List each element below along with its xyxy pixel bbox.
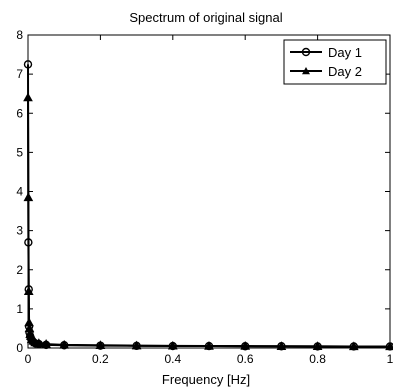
y-tick-label: 7 — [16, 67, 23, 81]
y-tick-label: 8 — [16, 28, 23, 42]
plot-background — [28, 35, 390, 348]
legend-item-2: Day 2 — [290, 64, 362, 79]
legend-item-1: Day 1 — [290, 45, 362, 60]
x-tick-label: 0.8 — [309, 352, 326, 366]
y-tick-label: 3 — [16, 224, 23, 238]
x-tick-label: 0.6 — [237, 352, 254, 366]
x-axis-label: Frequency [Hz] — [162, 372, 250, 387]
y-tick-label: 2 — [16, 263, 23, 277]
y-tick-label: 6 — [16, 106, 23, 120]
legend-box — [283, 39, 387, 85]
y-tick-label: 4 — [16, 185, 23, 199]
data-point — [131, 340, 142, 350]
legend-label: Day 2 — [328, 64, 362, 79]
data-point — [41, 339, 51, 348]
data-point — [23, 286, 34, 295]
x-tick-label: 0 — [25, 352, 32, 366]
data-point — [204, 341, 214, 350]
legend-triangle-marker — [302, 67, 310, 75]
plot-area — [28, 35, 390, 348]
legend-label: Day 1 — [328, 45, 362, 60]
chart-title: Spectrum of original signal — [129, 10, 282, 25]
y-tick-label: 1 — [16, 302, 23, 316]
x-axis-ticks: 0 0.2 0.4 0.6 0.8 1 — [25, 35, 393, 366]
x-tick-label: 1 — [387, 352, 393, 366]
legend-circle-marker — [301, 47, 311, 57]
x-tick-label: 0.4 — [164, 352, 181, 366]
y-axis-ticks: 0 1 2 3 4 5 6 7 8 — [16, 28, 390, 355]
y-tick-label: 5 — [16, 145, 23, 159]
x-tick-label: 0.2 — [92, 352, 109, 366]
data-point — [34, 338, 44, 348]
y-tick-label: 0 — [16, 341, 23, 355]
legend: Day 1 Day 2 — [283, 39, 387, 85]
